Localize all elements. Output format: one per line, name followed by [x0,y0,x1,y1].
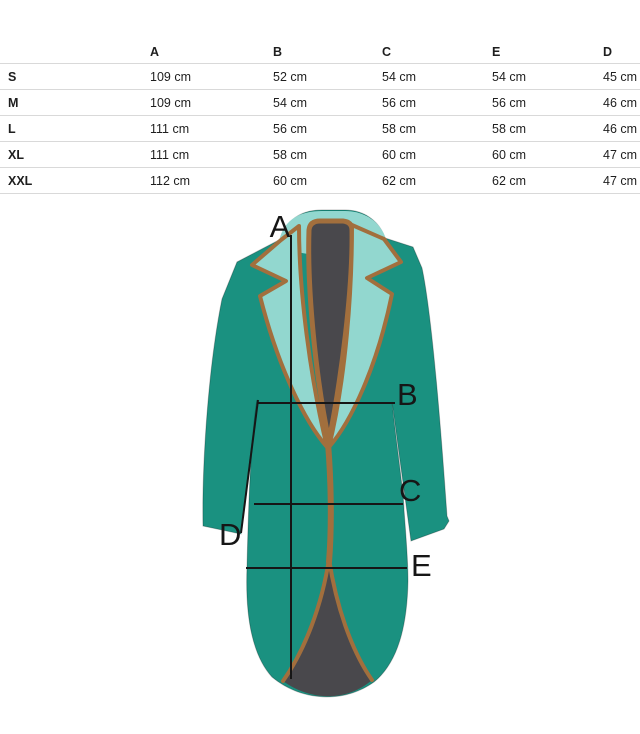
measurement-label-e: E [411,548,432,583]
column-header-c: C [382,40,492,64]
cell-value: 45 cm [603,63,640,90]
cell-value: 52 cm [273,63,382,90]
cell-value: 111 cm [150,115,273,142]
cell-value: 60 cm [382,141,492,168]
cell-value: 112 cm [150,167,273,194]
row-label: S [0,63,150,90]
table-row-l: L 111 cm 56 cm 58 cm 58 cm 46 cm [0,115,640,142]
table-header-row: A B C E D [0,40,640,64]
cell-value: 111 cm [150,141,273,168]
cell-value: 56 cm [492,89,603,116]
row-label: XXL [0,167,150,194]
row-label: L [0,115,150,142]
cell-value: 60 cm [273,167,382,194]
table-row-s: S 109 cm 52 cm 54 cm 54 cm 45 cm [0,63,640,90]
cell-value: 47 cm [603,167,640,194]
cell-value: 54 cm [382,63,492,90]
table-row-m: M 109 cm 54 cm 56 cm 56 cm 46 cm [0,89,640,116]
cell-value: 60 cm [492,141,603,168]
row-label: XL [0,141,150,168]
cell-value: 56 cm [273,115,382,142]
coat-measurement-diagram: A B C D E [202,209,450,698]
cell-value: 109 cm [150,63,273,90]
cell-value: 58 cm [273,141,382,168]
tail-split-lining [283,559,372,697]
measurement-label-b: B [397,377,418,412]
cell-value: 47 cm [603,141,640,168]
measurement-line-d [240,399,259,534]
cell-value: 46 cm [603,115,640,142]
cell-value: 58 cm [382,115,492,142]
column-header-d: D [603,40,640,64]
row-label: M [0,89,150,116]
measurement-label-d: D [219,517,241,552]
cell-value: 46 cm [603,89,640,116]
column-header-b: B [273,40,382,64]
front-trim-strip [325,440,334,565]
cell-value: 54 cm [273,89,382,116]
table-row-xl: XL 111 cm 58 cm 60 cm 60 cm 47 cm [0,141,640,168]
cell-value: 56 cm [382,89,492,116]
table-row-xxl: XXL 112 cm 60 cm 62 cm 62 cm 47 cm [0,167,640,194]
measurement-label-c: C [399,473,421,508]
cell-value: 62 cm [492,167,603,194]
cell-value: 62 cm [382,167,492,194]
corner-cell [0,40,150,64]
measurement-label-a: A [270,209,291,244]
cell-value: 109 cm [150,89,273,116]
column-header-a: A [150,40,273,64]
tail-trim-right [327,557,374,682]
size-table: A B C E D S 109 cm 52 cm 54 cm 54 cm 45 … [0,40,640,194]
column-header-e: E [492,40,603,64]
cell-value: 58 cm [492,115,603,142]
cell-value: 54 cm [492,63,603,90]
